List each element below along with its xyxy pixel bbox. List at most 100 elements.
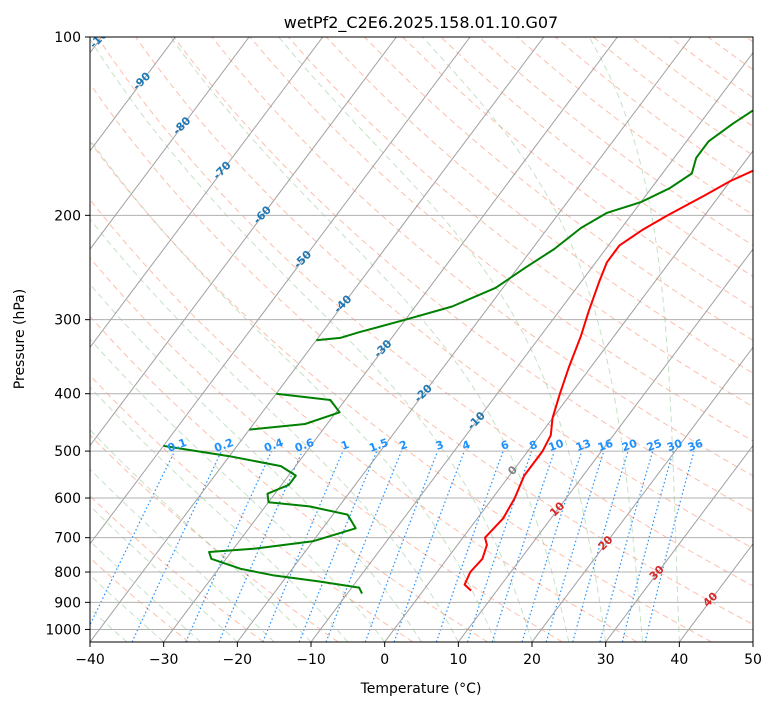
mixing-ratio-line (90, 450, 176, 627)
mixing-ratio-line (491, 450, 555, 642)
moist-adiabat-line (90, 540, 201, 642)
profiles (163, 109, 753, 595)
y-axis-title: Pressure (hPa) (12, 289, 28, 389)
mixing-ratio-label: 4 (460, 438, 472, 453)
mixing-ratio-line (644, 450, 695, 642)
moist-adiabat-line (170, 37, 570, 642)
isotherm-line (90, 37, 176, 152)
isotherm-line (752, 641, 753, 642)
isotherm-line (163, 37, 618, 642)
dry-adiabat-line (90, 374, 414, 642)
pressure-grid (90, 37, 753, 630)
x-tick-label: −20 (223, 652, 253, 668)
y-tick-label: 100 (54, 30, 81, 46)
y-tick-label: 800 (54, 565, 81, 581)
mixing-ratio-label: 16 (596, 437, 615, 455)
mixing-ratio-label: 3 (434, 438, 446, 453)
mixing-ratio-label: 1.5 (367, 436, 390, 455)
isotherm-label: -20 (412, 381, 435, 404)
isotherm-line (310, 51, 753, 642)
mixing-ratio-line (325, 450, 403, 642)
isotherm-label: -90 (130, 69, 153, 92)
y-axis: 1000 900 800 700 600 500 400 300 200 100 (45, 30, 90, 638)
mixing-ratio-label: 0.4 (262, 436, 285, 455)
mixing-ratio-line (298, 450, 378, 642)
dry-adiabat-line (707, 37, 753, 71)
mixing-ratio-label: 6 (499, 438, 511, 453)
isotherm-label: -30 (371, 337, 394, 360)
mixing-ratio-line (545, 450, 605, 642)
isotherm-line (605, 444, 753, 642)
y-tick-label: 300 (54, 313, 81, 329)
mixing-ratio-line (466, 450, 533, 642)
isotherm-label: 30 (647, 563, 667, 583)
dry-adiabat-line (96, 37, 753, 587)
isotherm-line (531, 346, 753, 642)
mixing-ratio-label: 0.6 (293, 436, 316, 455)
dry-adiabat-line (90, 257, 563, 642)
moist-adiabat-line (90, 505, 238, 642)
isotherm-line (384, 150, 753, 642)
isotherm-line (90, 37, 397, 447)
moist-adiabat-line (90, 38, 533, 642)
mixing-ratio-label: 36 (686, 437, 705, 455)
x-tick-label: 30 (597, 652, 615, 668)
mixing-ratio-line (599, 450, 654, 642)
mixing-ratio-label: 0.1 (166, 436, 189, 455)
mixing-ratio-label: 10 (547, 437, 566, 455)
mixing-ratio-label: 13 (574, 437, 593, 454)
chart-title: wetPf2_C2E6.2025.158.01.10.G07 (284, 13, 558, 33)
mixing-ratio-label: 25 (645, 437, 664, 454)
x-tick-label: −10 (296, 652, 326, 668)
dewpoint-profile (163, 109, 753, 595)
isotherm-label: -60 (251, 203, 274, 226)
dry-adiabat-line (402, 37, 753, 309)
isotherm-line (236, 37, 692, 642)
moist-adiabat-line (90, 386, 349, 642)
x-tick-label: 50 (744, 652, 762, 668)
isotherm-label: 10 (547, 499, 567, 519)
y-tick-label: 1000 (45, 622, 81, 638)
mixing-ratio-label: 0.2 (212, 436, 235, 455)
dry-adiabat-line (440, 37, 753, 278)
moist-adiabat-line (588, 37, 680, 642)
plot-area: -100-90-80-70-60-50-40-30-20-10010203040… (90, 37, 753, 642)
mixing-ratio-label: 2 (398, 438, 410, 453)
moist-adiabats (90, 37, 680, 642)
mixing-ratio-label: 8 (528, 438, 540, 453)
isotherm-line (90, 37, 324, 349)
isotherm-label: 0 (505, 463, 520, 478)
dry-adiabat-line (325, 37, 753, 374)
dry-adiabat-line (90, 557, 190, 642)
x-tick-label: −30 (149, 652, 179, 668)
mixing-ratio-line (435, 450, 504, 642)
y-tick-label: 900 (54, 595, 81, 611)
y-tick-label: 700 (54, 531, 81, 547)
dry-adiabat-line (364, 37, 753, 341)
mixing-ratio-line (572, 450, 629, 642)
y-tick-label: 400 (54, 387, 81, 403)
moist-adiabat-line (90, 283, 422, 642)
mixing-ratio-label: 20 (620, 437, 639, 455)
isotherm-line (90, 37, 471, 545)
isotherm-label: -80 (170, 114, 193, 137)
plot-frame (89, 36, 754, 643)
y-tick-label: 500 (54, 444, 81, 460)
x-axis-title: Temperature (°C) (360, 681, 482, 697)
moist-adiabat-line (90, 429, 312, 642)
dry-adiabat-line (745, 37, 753, 43)
mixing-ratio-line (262, 450, 344, 642)
dry-adiabat-line (90, 198, 638, 642)
x-tick-label: 20 (523, 652, 541, 668)
mixing-ratio-line (364, 450, 439, 642)
isotherm-line (457, 248, 753, 642)
moist-adiabat-line (278, 37, 607, 642)
isotherms (90, 37, 753, 642)
isotherm-line (90, 37, 250, 250)
isotherm-label: -50 (291, 248, 314, 271)
isotherm-label: 40 (700, 589, 720, 609)
dry-adiabat-line (173, 37, 753, 513)
y-tick-label: 600 (54, 491, 81, 507)
y-tick-label: 200 (54, 208, 81, 224)
